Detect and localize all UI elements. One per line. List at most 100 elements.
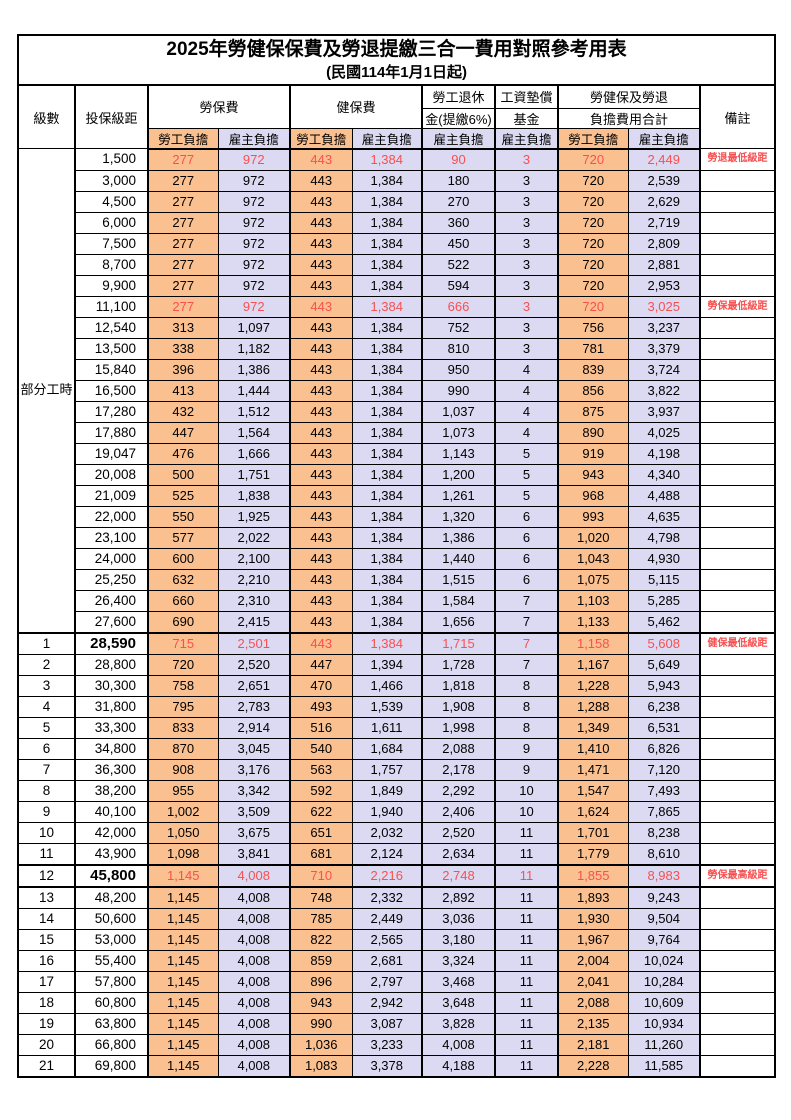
value-cell: 5,649 (627, 653, 701, 676)
value-cell: 443 (289, 568, 353, 591)
value-cell: 443 (289, 337, 353, 360)
header-group-row2: 金(提繳6%) 基金 負擔費用合計 (18, 107, 775, 129)
subheader-total-employer: 雇主負擔 (627, 127, 701, 150)
value-cell: 1,037 (421, 400, 496, 423)
col-header-health-insurance: 健保費 (289, 84, 423, 129)
value-cell: 277 (147, 190, 219, 213)
remark-cell (698, 316, 776, 339)
bracket-cell: 36,300 (74, 758, 149, 781)
table-row: 18 60,800 1,145 4,008 943 2,942 3,648 11 2,088 10… (17, 991, 776, 1014)
value-cell: 11,585 (627, 1054, 701, 1077)
bracket-cell: 12,540 (74, 316, 149, 339)
table-row: 6,000 277 972 443 1,384 360 3 720 2,719 (18, 211, 776, 234)
value-cell: 822 (289, 928, 353, 951)
bracket-cell: 66,800 (74, 1033, 149, 1056)
value-cell: 11 (494, 949, 559, 972)
table-row: 12 45,800 1,145 4,008 710 2,216 2,748 11 1,855 8,… (17, 863, 776, 888)
value-cell: 1,182 (217, 337, 291, 360)
table-row: 17,880 447 1,564 443 1,384 1,073 4 890 4,025 (18, 421, 776, 444)
remark-cell (698, 800, 776, 823)
value-cell: 795 (147, 695, 219, 718)
value-cell: 3 (494, 274, 559, 297)
bracket-cell: 26,400 (74, 589, 149, 612)
value-cell: 715 (147, 631, 219, 655)
value-cell: 443 (289, 358, 353, 381)
value-cell: 1,967 (557, 928, 629, 951)
title-row: 2025年勞健保保費及勞退提繳三合一費用對照參考用表 (民國114年1月1日起) (17, 34, 776, 86)
value-cell: 1,539 (351, 695, 423, 718)
bracket-cell: 3,000 (74, 169, 149, 192)
value-cell: 660 (147, 589, 219, 612)
value-cell: 1,145 (147, 863, 219, 888)
value-cell: 443 (289, 589, 353, 612)
value-cell: 1,145 (147, 970, 219, 993)
value-cell: 1,394 (351, 653, 423, 676)
value-cell: 3,841 (217, 842, 291, 865)
value-cell: 3 (494, 232, 559, 255)
value-cell: 972 (217, 232, 291, 255)
table-row: 19 63,800 1,145 4,008 990 3,087 3,828 11 2,135 10… (17, 1012, 776, 1035)
value-cell: 1,320 (421, 505, 496, 528)
table-header: 2025年勞健保保費及勞退提繳三合一費用對照參考用表 (民國114年1月1日起)… (17, 34, 776, 150)
value-cell: 3,237 (627, 316, 701, 339)
value-cell: 443 (289, 211, 353, 234)
value-cell: 11 (494, 886, 559, 909)
table-row: 16,500 413 1,444 443 1,384 990 4 856 3,822 (18, 379, 776, 402)
value-cell: 1,384 (351, 421, 423, 444)
value-cell: 277 (147, 274, 219, 297)
value-cell: 6 (494, 547, 559, 570)
value-cell: 710 (289, 863, 353, 888)
value-cell: 622 (289, 800, 353, 823)
value-cell: 972 (217, 253, 291, 276)
value-cell: 752 (421, 316, 496, 339)
bracket-cell: 38,200 (74, 779, 149, 802)
remark-cell (698, 1012, 776, 1035)
table-row: 4,500 277 972 443 1,384 270 3 720 2,629 (18, 190, 776, 213)
value-cell: 720 (557, 274, 629, 297)
value-cell: 9,764 (627, 928, 701, 951)
value-cell: 1,940 (351, 800, 423, 823)
bracket-cell: 63,800 (74, 1012, 149, 1035)
value-cell: 3 (494, 169, 559, 192)
value-cell: 3,176 (217, 758, 291, 781)
value-cell: 443 (289, 526, 353, 549)
value-cell: 4 (494, 358, 559, 381)
value-cell: 1,145 (147, 886, 219, 909)
value-cell: 919 (557, 442, 629, 465)
bracket-cell: 1,500 (74, 148, 149, 171)
value-cell: 1,261 (421, 484, 496, 507)
value-cell: 972 (217, 274, 291, 297)
value-cell: 4,008 (217, 907, 291, 930)
value-cell: 2,449 (351, 907, 423, 930)
value-cell: 7 (494, 610, 559, 633)
remark-cell: 勞保最低級距 (698, 295, 776, 318)
remark-cell (698, 253, 776, 276)
value-cell: 993 (557, 505, 629, 528)
remark-cell (698, 674, 776, 697)
value-cell: 4,008 (217, 1012, 291, 1035)
value-cell: 1,036 (289, 1033, 353, 1056)
level-cell: 5 (17, 716, 76, 739)
value-cell: 4,008 (217, 949, 291, 972)
value-cell: 1,145 (147, 1012, 219, 1035)
value-cell: 1,384 (351, 526, 423, 549)
value-cell: 2,892 (421, 886, 496, 909)
value-cell: 950 (421, 358, 496, 381)
table-row: 部分工時 1,500 277 972 443 1,384 90 3 720 2,449 勞退最低級距 (17, 148, 776, 633)
value-cell: 1,611 (351, 716, 423, 739)
value-cell: 432 (147, 400, 219, 423)
value-cell: 3,468 (421, 970, 496, 993)
bracket-cell: 21,009 (74, 484, 149, 507)
value-cell: 450 (421, 232, 496, 255)
value-cell: 1,384 (351, 148, 423, 171)
value-cell: 443 (289, 295, 353, 318)
value-cell: 2,210 (217, 568, 291, 591)
value-cell: 3,180 (421, 928, 496, 951)
value-cell: 8,983 (627, 863, 701, 888)
remark-cell (698, 484, 776, 507)
value-cell: 2,181 (557, 1033, 629, 1056)
value-cell: 1,410 (557, 737, 629, 760)
value-cell: 781 (557, 337, 629, 360)
bracket-cell: 27,600 (74, 610, 149, 633)
value-cell: 1,103 (557, 589, 629, 612)
